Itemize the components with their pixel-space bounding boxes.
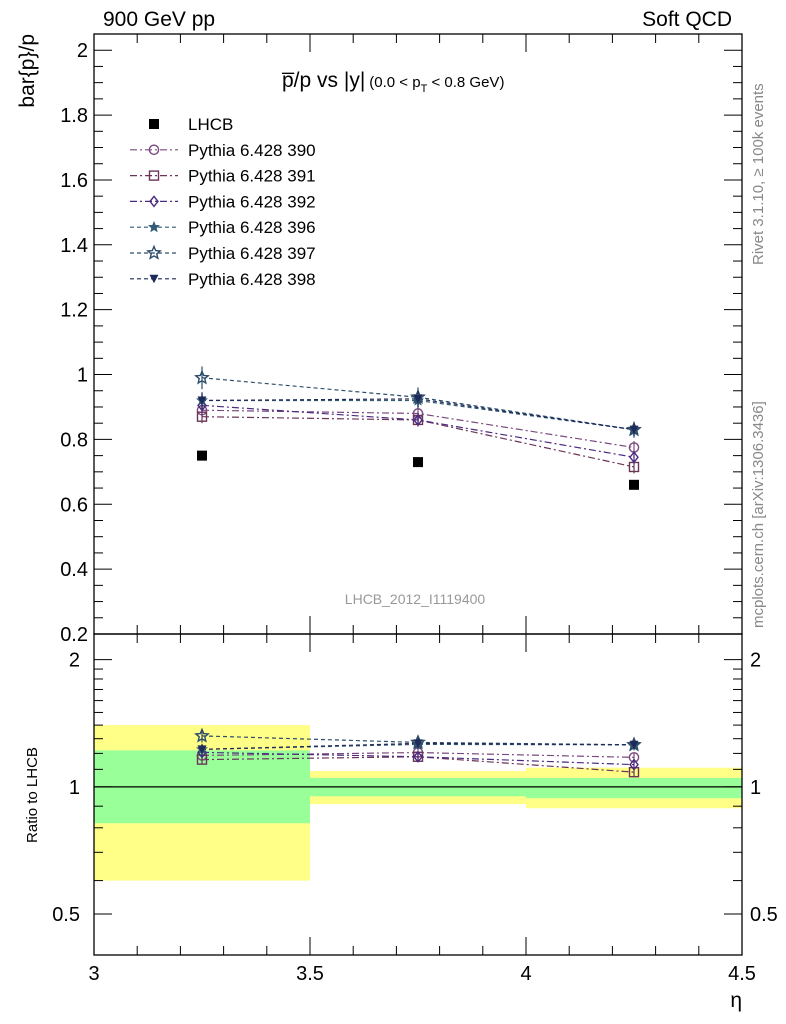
legend-marker: [148, 144, 160, 156]
legend-label: Pythia 6.428 391: [188, 167, 316, 186]
chart-title-range: (0.0 < p: [369, 74, 420, 91]
x-axis-label: η: [730, 989, 742, 1012]
y-tick-label: 0.6: [60, 494, 88, 516]
series-6-line: [201, 398, 635, 431]
y-tick-label: 0.2: [60, 624, 88, 646]
series-6-point: [629, 425, 639, 435]
x-tick-label: 3.5: [296, 963, 324, 985]
stat-uncertainty-band: [526, 777, 742, 799]
series-6-ratio-point: [629, 740, 639, 750]
legend-lhcb-marker: [149, 119, 159, 129]
legend-label: Pythia 6.428 390: [188, 141, 316, 160]
ratio-panel-frame: [93, 633, 743, 956]
series-6-ratio-line: [201, 742, 635, 750]
series-5-ratio-point: [194, 727, 210, 743]
y-tick-label: 1.4: [60, 235, 88, 257]
ratio-y-tick-label-right: 1: [750, 777, 761, 799]
series-lines: [201, 377, 635, 773]
lhcb-data-point: [197, 450, 207, 461]
y-axis-label: bar{p}/p: [16, 34, 39, 108]
series-5-point: [194, 369, 210, 385]
series-6-point: [197, 396, 207, 405]
legend-label: Pythia 6.428 396: [188, 218, 316, 237]
series-6-point: [413, 394, 423, 404]
series-3-ratio-point: [629, 758, 639, 771]
legend-label: Pythia 6.428 398: [188, 270, 316, 289]
axes: 0.2 0.4 0.6 0.8 1 1.2 1.4 1.6 1.8 2 3 3.5 4 4.5 0.5 0.5…: [52, 33, 778, 985]
y-tick-label: 0.8: [60, 429, 88, 451]
y-tick-label: 1.6: [60, 170, 88, 192]
series-6-ratio-point: [413, 739, 423, 748]
y-tick-label: 2: [77, 40, 88, 62]
lhcb-data-point: [629, 479, 639, 490]
header-left: 900 GeV pp: [103, 8, 216, 31]
y-tick-label: 1: [77, 365, 88, 387]
ratio-y-tick-label: 0.5: [52, 904, 80, 926]
series-markers: [194, 366, 642, 778]
y-tick-label: 0.4: [60, 559, 88, 581]
x-tick-label: 4.5: [728, 963, 756, 985]
chart-title-sub: T: [421, 83, 428, 95]
series-5-line: [201, 377, 635, 431]
legend-label: Pythia 6.428 397: [188, 244, 316, 263]
legend-marker: [149, 195, 159, 208]
analysis-tag: LHCB_2012_I1119400: [345, 591, 486, 607]
chart-title-main: p̅/p vs |y|: [281, 69, 365, 92]
y-tick-label: 1.2: [60, 300, 88, 322]
chart-title: p̅/p vs |y| (0.0 < pT < 0.8 GeV): [281, 69, 504, 95]
legend-marker: [148, 170, 160, 181]
x-tick-label: 4: [520, 963, 531, 985]
series-3-point: [629, 451, 639, 464]
series-3-ratio-point: [413, 750, 423, 763]
ratio-y-tick-label-right: 2: [750, 650, 761, 672]
legend-marker: [149, 274, 159, 284]
legend-marker: [146, 244, 162, 260]
legend: LHCB Pythia 6.428 390 Pythia 6.428 391 Pyth…: [130, 115, 316, 289]
x-tick-label: 3: [88, 963, 99, 985]
ratio-y-axis-label: Ratio to LHCB: [24, 747, 41, 843]
ratio-y-tick-label: 1: [69, 777, 80, 799]
reference-markers: [197, 450, 639, 490]
legend-label: Pythia 6.428 392: [188, 192, 316, 211]
series-2-point: [196, 411, 208, 422]
series-6-ratio-point: [197, 745, 207, 754]
header-right: Soft QCD: [642, 8, 732, 31]
chart-title-range-end: < 0.8 GeV): [427, 74, 504, 91]
legend-marker: [148, 220, 160, 233]
ratio-y-tick-label-right: 0.5: [750, 904, 778, 926]
lhcb-data-point: [413, 457, 423, 468]
series-3-point: [413, 413, 423, 427]
y-tick-label: 1.8: [60, 105, 88, 127]
ratio-y-tick-label: 2: [69, 650, 80, 672]
legend-lhcb-label: LHCB: [188, 115, 233, 134]
